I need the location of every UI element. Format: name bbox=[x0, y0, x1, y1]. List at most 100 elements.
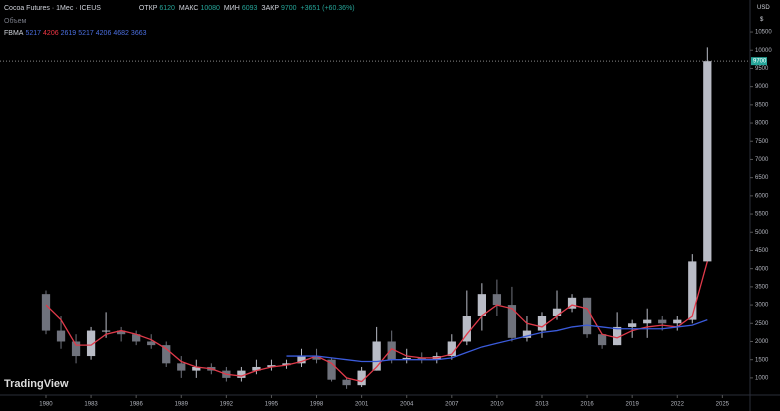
y-tick-label: 6500 bbox=[755, 175, 769, 181]
symbol[interactable]: Cocoa Futures · 1Мес · ICEUS bbox=[4, 5, 101, 12]
candle-body bbox=[417, 357, 426, 360]
change: +3651 (+60.36%) bbox=[300, 5, 355, 12]
candle-body bbox=[41, 294, 51, 331]
header-row: Cocoa Futures · 1Мес · ICEUS ОТКР 6120 МА… bbox=[4, 5, 357, 12]
y-tick-label: 4000 bbox=[755, 266, 769, 272]
y-tick-label: 5000 bbox=[755, 230, 769, 236]
y-tick-label: 9000 bbox=[755, 84, 769, 90]
value: 6093 bbox=[241, 5, 258, 12]
y-tick-label: 8000 bbox=[755, 121, 769, 127]
indicator[interactable]: FBMA bbox=[4, 30, 24, 37]
x-tick-label: 2010 bbox=[490, 402, 504, 408]
y-tick-label: 1500 bbox=[755, 357, 769, 363]
candle-body bbox=[372, 341, 381, 371]
x-tick-label: 2019 bbox=[625, 402, 639, 408]
indicator-value: 4682 bbox=[113, 30, 129, 37]
currency-symbol: $ bbox=[760, 17, 764, 23]
value: 6120 bbox=[159, 5, 175, 12]
candle-body bbox=[267, 365, 276, 367]
x-tick-label: 2022 bbox=[671, 402, 685, 408]
candle-body bbox=[688, 261, 697, 320]
candle-body bbox=[71, 341, 81, 357]
label: МАКС bbox=[178, 5, 199, 12]
x-tick-label: 2004 bbox=[400, 402, 414, 408]
candle-body bbox=[312, 356, 321, 360]
price-badge bbox=[751, 57, 767, 66]
value: 9700 bbox=[281, 5, 297, 12]
candle-body bbox=[177, 363, 186, 371]
candle-body bbox=[402, 357, 411, 360]
volume[interactable]: Объем bbox=[4, 18, 27, 25]
x-tick-label: 2007 bbox=[445, 402, 459, 408]
candle-body bbox=[297, 356, 306, 364]
candle-body bbox=[101, 330, 111, 332]
candle-body bbox=[537, 316, 547, 331]
candle-body bbox=[613, 326, 622, 346]
candle-body bbox=[162, 345, 171, 364]
x-tick-label: 1989 bbox=[175, 402, 189, 408]
indicator-row: FBMA 5217 4206 2619 5217 4206 4682 3663 bbox=[4, 30, 149, 37]
y-tick-label: 10500 bbox=[755, 30, 772, 36]
candle-body bbox=[252, 366, 261, 371]
x-tick-label: 2001 bbox=[355, 402, 369, 408]
candle-body bbox=[282, 363, 291, 366]
candle-body bbox=[522, 330, 532, 338]
y-tick-label: 1000 bbox=[755, 375, 769, 381]
y-tick-label: 4500 bbox=[755, 248, 769, 254]
x-tick-label: 2025 bbox=[716, 402, 730, 408]
indicator-value: 4206 bbox=[95, 30, 112, 37]
candle-body bbox=[147, 341, 156, 346]
y-tick-label: 8500 bbox=[755, 102, 769, 108]
candle-body bbox=[447, 341, 456, 357]
candle-body bbox=[327, 359, 336, 380]
x-tick-label: 1998 bbox=[310, 402, 324, 408]
y-tick-label: 6000 bbox=[755, 193, 769, 199]
candle-body bbox=[567, 297, 577, 309]
candle-body bbox=[492, 294, 502, 306]
candle-body bbox=[237, 370, 246, 378]
y-tick-label: 2500 bbox=[755, 321, 769, 327]
candle-body bbox=[132, 334, 141, 342]
x-tick-label: 2013 bbox=[535, 402, 549, 408]
candle-body bbox=[477, 294, 486, 316]
y-tick-label: 7000 bbox=[755, 157, 769, 163]
candle-body bbox=[342, 379, 351, 386]
logo: TradingView bbox=[4, 378, 69, 390]
indicator-value: 3663 bbox=[130, 30, 147, 37]
label: ОТКР bbox=[138, 5, 158, 12]
x-tick-label: 2016 bbox=[580, 402, 594, 408]
candle-body bbox=[117, 330, 126, 335]
y-tick-label: 2000 bbox=[755, 339, 769, 345]
price-label: 9700 bbox=[753, 59, 767, 65]
candle-body bbox=[56, 330, 66, 342]
candle-body bbox=[628, 323, 637, 327]
currency[interactable]: USD bbox=[757, 5, 770, 11]
indicator-value: 4206 bbox=[43, 30, 59, 37]
candle-body bbox=[658, 319, 667, 324]
indicator-value: 5217 bbox=[25, 30, 42, 37]
label: МИН bbox=[223, 5, 240, 12]
candle-body bbox=[552, 308, 562, 316]
candle-body bbox=[673, 319, 682, 324]
indicator-value: 5217 bbox=[78, 30, 94, 37]
candle-body bbox=[507, 305, 517, 338]
x-tick-label: 1986 bbox=[129, 402, 143, 408]
candle-body bbox=[387, 341, 396, 360]
y-tick-label: 3000 bbox=[755, 303, 769, 309]
value: 10080 bbox=[200, 5, 220, 12]
candle-body bbox=[597, 334, 607, 346]
candle-body bbox=[582, 297, 592, 335]
x-tick-label: 1995 bbox=[265, 402, 279, 408]
candle-body bbox=[86, 330, 96, 357]
y-tick-label: 3500 bbox=[755, 284, 769, 290]
candle-body bbox=[703, 61, 712, 262]
y-tick-label: 7500 bbox=[755, 139, 769, 145]
y-tick-label: 10000 bbox=[755, 48, 772, 54]
indicator-value: 2619 bbox=[60, 30, 77, 37]
y-tick-label: 9500 bbox=[755, 66, 769, 72]
candle-body bbox=[357, 370, 366, 386]
x-tick-label: 1992 bbox=[220, 402, 234, 408]
x-tick-label: 1983 bbox=[84, 402, 98, 408]
